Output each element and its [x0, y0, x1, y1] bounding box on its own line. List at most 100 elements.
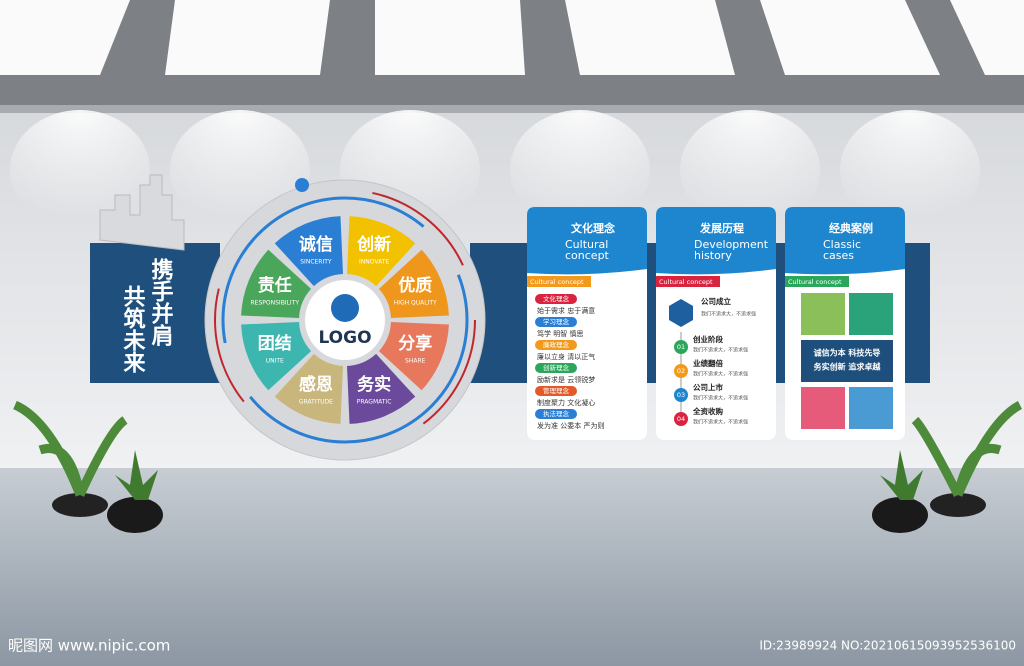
panel-header [785, 207, 905, 275]
watermark: ID:23989924 NO:20210615093952536100 [759, 639, 1016, 653]
wheel-segment [378, 322, 449, 391]
wheel-segment [378, 249, 449, 318]
timeline-dot [674, 412, 688, 426]
segment-title: 诚信 [299, 234, 333, 255]
segment-subtitle: UNITE [266, 358, 284, 365]
item-text: 笃学 明智 慎思 [537, 329, 583, 338]
motto-bg [801, 340, 893, 382]
item-label: 廉政理念 [543, 340, 570, 349]
city-silhouette [99, 174, 185, 251]
timeline-dot [674, 340, 688, 354]
segment-subtitle: HIGH QUALITY [394, 299, 437, 306]
panel-subtitle: Cultural [565, 238, 608, 251]
spotlight [840, 110, 980, 230]
spotlight [680, 110, 820, 230]
item-label-bg [535, 340, 577, 350]
segment-subtitle: GRATITUDE [299, 399, 333, 406]
timeline-label: 业绩翻倍 [693, 358, 723, 368]
panel-subtitle: concept [565, 249, 610, 262]
logo-icon [331, 294, 359, 322]
timeline-num: 03 [677, 391, 685, 399]
item-text: 励新求是 云领锐梦 [537, 375, 595, 384]
timeline-text: 我们不追求大，不追求强 [693, 395, 748, 402]
panel-subtitle: Classic [823, 238, 861, 251]
timeline-text: 我们不追求大，不追求强 [693, 419, 748, 426]
ring-dot [295, 178, 309, 192]
wheel-segment [241, 249, 312, 318]
timeline-text: 我们不追求大，不追求强 [693, 347, 748, 354]
panel-tag: Cultural concept [788, 278, 842, 286]
segment-title: 优质 [398, 275, 432, 296]
segment-title: 责任 [258, 275, 292, 296]
item-label: 管理理念 [543, 386, 570, 395]
photo [849, 387, 893, 429]
segment-subtitle: RESPONSIBILITY [251, 299, 300, 306]
spotlight [510, 110, 650, 230]
segment-title: 分享 [398, 333, 432, 354]
slogan: 携手并肩 [148, 257, 174, 346]
panel-header [527, 207, 647, 275]
color-block [849, 293, 893, 335]
item-label: 学习理念 [543, 317, 570, 326]
segment-subtitle: SHARE [405, 358, 426, 365]
wheel-segment [347, 216, 416, 287]
color-block [801, 387, 845, 429]
timeline-num: 04 [677, 415, 685, 423]
history-text: 我们不追求大，不追求强 [701, 311, 756, 318]
segment-title: 创新 [356, 234, 391, 255]
item-label: 执法理念 [543, 409, 570, 418]
wheel-segment [274, 353, 343, 424]
wheel-segment [347, 353, 416, 424]
panel-title: 文化理念 [571, 221, 616, 235]
timeline-label: 全资收购 [692, 406, 723, 416]
panel-tag-bg [656, 276, 720, 287]
item-label-bg [535, 317, 577, 327]
item-label-bg [535, 294, 577, 304]
panel-header [656, 207, 776, 275]
item-label-bg [535, 363, 577, 373]
item-text: 制度聚力 文化凝心 [537, 398, 595, 407]
panel-tag-bg [785, 276, 849, 287]
floor [0, 468, 1024, 666]
wheel-ring [214, 189, 476, 451]
panel-tag-bg [527, 276, 591, 287]
panel-subtitle: history [694, 249, 732, 262]
panel-title: 经典案例 [829, 221, 873, 235]
segment-subtitle: INNOVATE [359, 258, 389, 265]
item-label: 文化理念 [543, 294, 570, 303]
panel-tag: Cultural concept [530, 278, 584, 286]
item-text: 始于需求 忠于满意 [537, 306, 595, 315]
timeline-dot [674, 364, 688, 378]
segment-subtitle: SINCERITY [300, 258, 332, 265]
item-text: 廉以立身 清以正气 [537, 352, 595, 361]
timeline-label: 公司上市 [693, 382, 723, 392]
item-label-bg [535, 409, 577, 419]
history-icon [669, 299, 693, 327]
logo-text: LOGO [318, 328, 371, 348]
timeline-label: 创业阶段 [692, 334, 723, 344]
timeline-text: 我们不追求大，不追求强 [693, 371, 748, 378]
watermark: 昵图网 www.nipic.com [8, 637, 170, 655]
panel-title: 发展历程 [699, 221, 744, 235]
motto: 诚信为本 科技先导 [814, 348, 881, 358]
slogan: 共筑未来 [120, 285, 147, 373]
panel-subtitle: Development [694, 238, 769, 251]
timeline-dot [674, 388, 688, 402]
panel-tag: Cultural concept [659, 278, 713, 286]
photo [801, 293, 845, 335]
wheel-segment [274, 216, 343, 287]
motto: 务实创新 追求卓越 [814, 362, 882, 372]
item-label-bg [535, 386, 577, 396]
timeline-num: 02 [677, 367, 685, 375]
history-head: 公司成立 [701, 296, 731, 306]
segment-title: 团结 [258, 333, 292, 354]
panel-subtitle: cases [823, 249, 854, 262]
item-label: 创新理念 [543, 363, 570, 372]
plants [13, 400, 1023, 533]
timeline-num: 01 [677, 343, 685, 351]
left-band [90, 243, 220, 383]
segment-title: 务实 [357, 374, 391, 395]
segment-subtitle: PRAGMATIC [357, 399, 392, 406]
ceiling-lights [0, 0, 1024, 75]
